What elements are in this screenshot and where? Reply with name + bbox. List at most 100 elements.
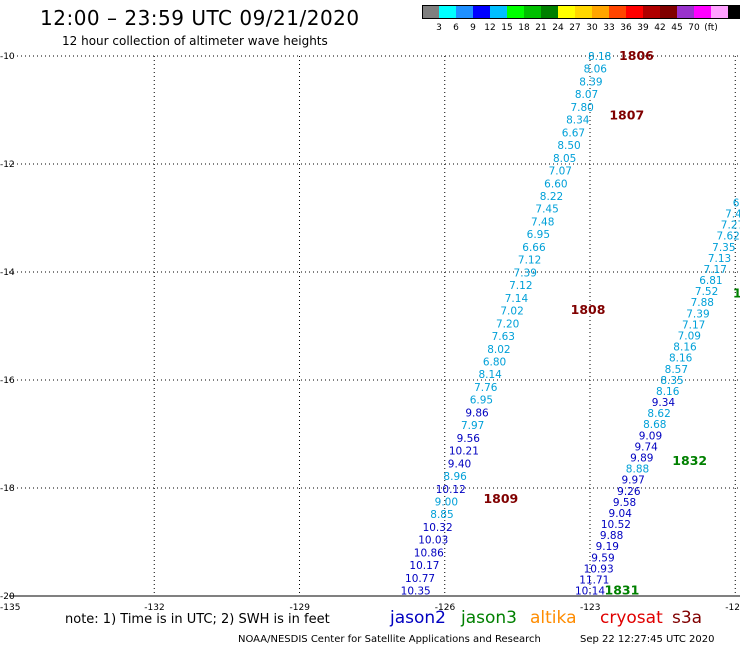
pass-time-label: 1807 [609,107,644,122]
wave-height-value: 6.66 [522,242,546,254]
wave-height-value: 7.39 [686,308,709,320]
pass-time-label: 1 [733,286,740,301]
wave-height-value: 9.97 [621,475,644,487]
wave-height-value: 7.09 [678,330,701,342]
legend-jason2: jason2 [390,608,446,628]
wave-height-value: 10.86 [414,547,444,559]
color-swatch [592,5,609,19]
wave-height-value: 7.52 [695,286,718,298]
wave-height-value: 10.03 [418,535,448,547]
colorbar-label: (ft) [704,23,718,33]
wave-height-value: 9.34 [652,397,676,409]
colorbar-border [422,5,740,19]
wave-height-value: 9.00 [435,497,458,509]
latitude-tick-label: -20 [0,592,15,602]
wave-height-value: 7.63 [492,331,515,343]
wave-height-value: 7.12 [509,280,532,292]
wave-height-value: 10.17 [409,560,439,572]
color-swatch [677,5,694,19]
wave-height-value: 7.12 [518,255,541,267]
wave-height-value: 8.68 [643,419,666,431]
latitude-tick-label: -16 [0,376,15,386]
color-swatch [422,5,439,19]
pass-time-label: 1832 [672,453,707,468]
wave-height-value: 7.14 [505,293,529,305]
wave-height-value: 8.22 [540,191,563,203]
color-swatch [507,5,524,19]
colorbar-label: 36 [620,23,632,33]
color-swatch [439,5,456,19]
wave-height-value: 10.77 [405,573,435,585]
legend-s3a: s3a [672,608,703,628]
wave-height-value: 7.88 [691,297,714,309]
map-title: 12:00 – 23:59 UTC 09/21/2020 [40,6,360,30]
wave-height-value: 7.20 [496,318,519,330]
color-swatch [660,5,677,19]
pass-time-label: 1806 [619,48,654,63]
wave-height-value: 6.81 [699,275,722,287]
wave-height-value: 9.04 [609,508,633,520]
wave-height-value: 8.85 [430,509,453,521]
colorbar-label: 3 [436,23,442,33]
wave-height-value: 7.76 [474,382,498,394]
wave-height-value: 6.80 [483,356,506,368]
wave-height-value: 7.97 [461,420,484,432]
wave-height-value: 7.35 [712,242,735,254]
color-swatch [609,5,626,19]
colorbar-label: 70 [688,23,700,33]
colorbar-label: 30 [586,23,598,33]
color-swatch [728,5,740,19]
wave-height-value: 7.07 [549,166,572,178]
wave-height-value: 10.93 [584,563,614,575]
wave-height-value: 8.62 [647,408,670,420]
color-swatch [626,5,643,19]
wave-height-value: 8.50 [557,140,580,152]
color-swatch [643,5,660,19]
legend-jason3: jason3 [461,608,517,628]
colorbar-label: 18 [518,23,530,33]
wave-height-value: 8.14 [478,369,502,381]
wave-height-value: 7.39 [514,267,537,279]
wave-height-value: 9.74 [634,441,658,453]
wave-height-value: 6.95 [527,229,550,241]
wave-height-value: 7.13 [708,253,731,265]
pass-time-label: 1809 [483,491,518,506]
colorbar-label: 24 [552,23,564,33]
wave-height-value: 6.60 [544,178,567,190]
wave-height-value: 10.32 [423,522,453,534]
wave-height-value: 7.17 [682,319,705,331]
colorbar-label: 42 [654,23,666,33]
wave-height-value: 9.59 [591,552,614,564]
wave-height-value: 10.52 [601,519,631,531]
color-swatch [694,5,711,19]
wave-height-value: 8.02 [487,344,510,356]
colorbar-label: 12 [484,23,496,33]
longitude-tick-label: -129 [290,603,311,613]
wave-height-value: 8.18 [588,51,611,63]
color-swatch [456,5,473,19]
colorbar-label: 33 [603,23,615,33]
colorbar-label: 27 [569,23,581,33]
credit-line: NOAA/NESDIS Center for Satellite Applica… [238,634,541,645]
color-swatch [541,5,558,19]
wave-height-value: 11.71 [579,575,609,587]
wave-height-value: 8.07 [575,89,598,101]
longitude-tick-label: -132 [144,603,164,613]
color-swatch [711,5,728,19]
wave-height-value: 7.17 [704,264,727,276]
footer-note: note: 1) Time is in UTC; 2) SWH is in fe… [65,612,330,627]
wave-height-value: 9.19 [596,541,619,553]
wave-height-value: 7.62 [716,231,739,243]
wave-height-value: 8.57 [665,364,688,376]
latitude-tick-label: -18 [0,484,15,494]
color-swatch [524,5,541,19]
latitude-tick-label: -10 [0,52,15,62]
wave-height-value: 9.56 [457,433,481,445]
wave-height-value: 10.21 [449,446,479,458]
wave-height-value: 9.58 [613,497,636,509]
colorbar-label: 45 [671,23,683,33]
latitude-tick-label: -14 [0,268,15,278]
wave-height-value: 10.12 [436,484,466,496]
pass-time-label: 1831 [605,583,640,598]
